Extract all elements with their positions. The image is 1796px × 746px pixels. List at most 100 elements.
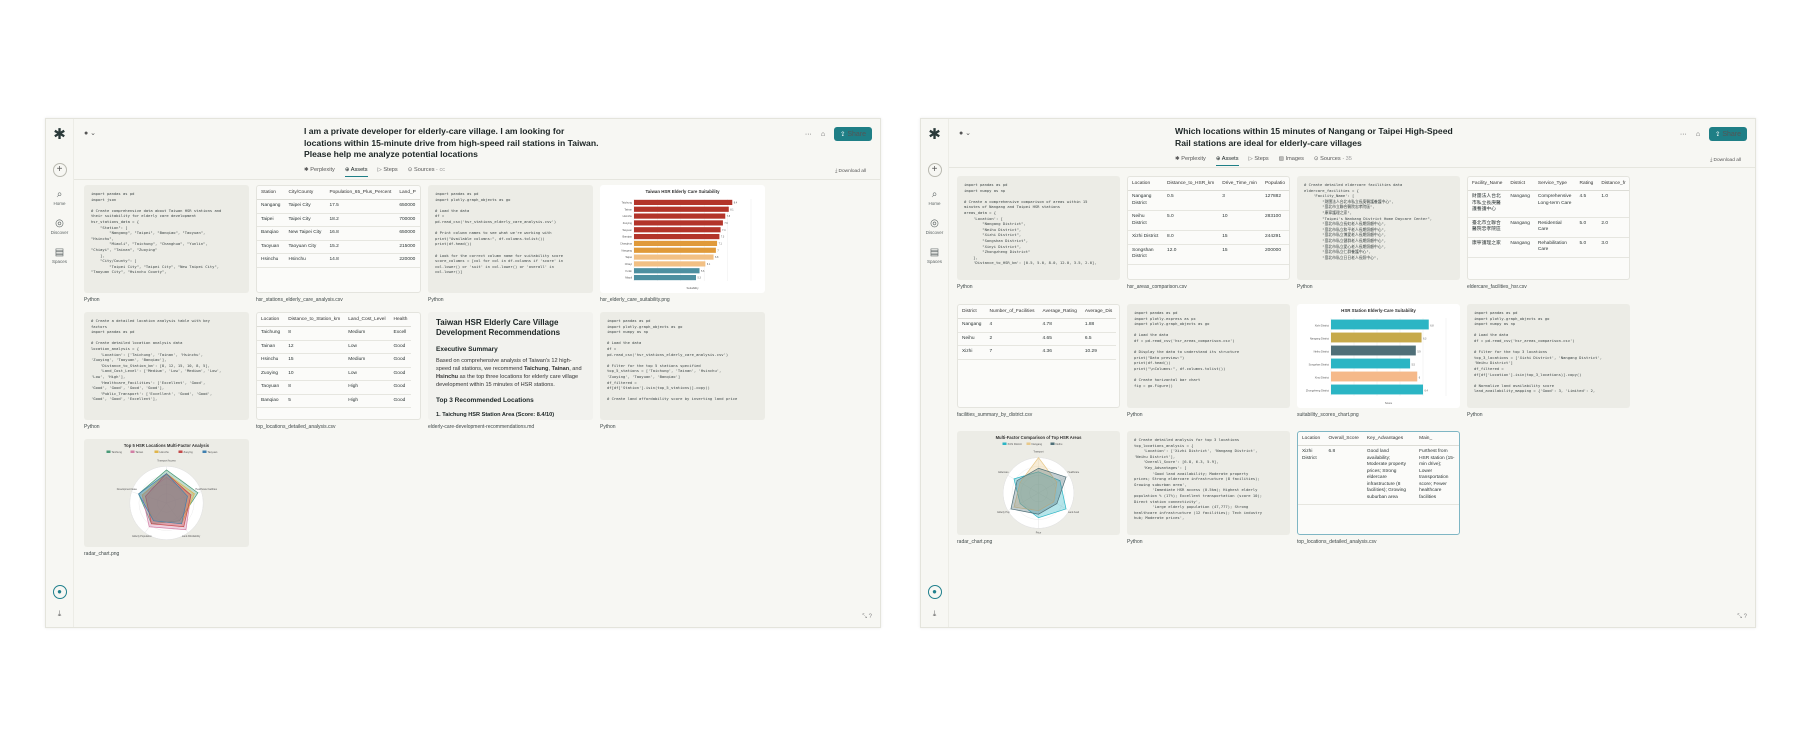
table-cell: High [344, 394, 390, 408]
table-cell: Zuoying [257, 367, 285, 381]
download-all-link[interactable]: ⤓ Download all [1710, 158, 1741, 163]
asset-caption: Python [84, 297, 100, 303]
table-cell: 5.0 [1575, 217, 1598, 238]
category-label: Taipei [625, 255, 632, 259]
csv-card[interactable]: Facility_Name District Service_Type Rating D… [1467, 176, 1630, 280]
new-thread-button[interactable]: + [927, 163, 942, 177]
csv-card[interactable]: Location Distance_to_HSR_km Drive_Time_min… [1127, 176, 1290, 280]
category-label: Zhongzheng District [1306, 389, 1329, 393]
expand-icon[interactable]: ⤡ ? [1737, 614, 1747, 620]
perplexity-logo-icon[interactable]: ✱ [928, 126, 941, 143]
tab-steps[interactable]: ▷ Steps [377, 167, 398, 173]
tab-sources[interactable]: ⊙ Sources · cc [407, 167, 446, 173]
csv-table: Facility_Name District Service_Type Rating D… [1468, 177, 1629, 258]
perplexity-logo-icon[interactable]: ✱ [53, 126, 66, 143]
code-snippet: # Create detailed analysis for top 3 loc… [1134, 437, 1263, 521]
table-cell: 18.2 [325, 213, 396, 227]
code-card[interactable]: # Create a detailed location analysis ta… [84, 312, 249, 420]
user-menu-icon[interactable]: ● ⌄ [959, 130, 972, 137]
axis-label: Elderly Population [132, 535, 152, 538]
code-card[interactable]: import pandas as pd import plotly.graph_… [428, 185, 593, 293]
asset-caption: top_locations_detailed_analysis.csv [256, 424, 336, 430]
table-row: Neihu 2 4.65 6.5 [958, 332, 1117, 346]
radar-series [138, 473, 188, 525]
nav-discover[interactable]: ◎ Discover [51, 218, 69, 235]
table-cell: 1.88 [1080, 318, 1117, 333]
csv-table: Location Distance_to_Station_km Land_Cost_… [257, 313, 412, 408]
table-cell: 12.0 [1163, 244, 1219, 265]
globe-icon: ◎ [55, 218, 64, 229]
nav-home[interactable]: ⌕ Home [928, 189, 940, 206]
value-label: 7 [717, 249, 719, 252]
axis-label: Elderly Pop [997, 511, 1010, 514]
expand-icon[interactable]: ⤡ ? [862, 614, 872, 620]
image-card[interactable]: Multi-Factor Comparison of Top HSR Areas… [957, 431, 1120, 535]
tab-perplexity[interactable]: ✱ Perplexity [304, 167, 335, 173]
avatar[interactable]: ● [52, 585, 67, 599]
share-button[interactable]: ⇪ Share [1709, 127, 1747, 141]
column-header: Health [389, 313, 412, 327]
table-cell: 1.0 [1597, 190, 1629, 218]
nav-home[interactable]: ⌕ Home [53, 189, 65, 206]
download-all-link[interactable]: ⤓ Download all [835, 169, 866, 174]
tab-sources[interactable]: ⊙ Sources · 35 [1313, 156, 1352, 162]
chart-title: Multi-Factor Comparison of Top HSR Areas [996, 435, 1083, 440]
nav-spaces[interactable]: ▤ Spaces [927, 247, 942, 264]
tab-steps[interactable]: ▷ Steps [1248, 156, 1269, 162]
bookmark-icon[interactable]: ⌂ [820, 130, 826, 138]
table-cell: Low [344, 340, 390, 354]
download-icon[interactable]: ⤓ [57, 609, 62, 618]
tab-label: Sources [413, 167, 435, 173]
table-row: 康寧護理之家 Nangang Rehabilitation Care 5.0 3.0 [1468, 237, 1629, 258]
asset-caption: Python [600, 424, 616, 430]
csv-card[interactable]: District Number_of_Facilities Average_Rati… [957, 304, 1120, 408]
code-card[interactable]: import pandas as pd import plotly.graph_… [600, 312, 765, 420]
bookmark-icon[interactable]: ⌂ [1695, 130, 1701, 138]
column-header: Location [257, 313, 285, 327]
csv-card[interactable]: Location Distance_to_Station_km Land_Cost_… [256, 312, 421, 420]
sources-count: cc [439, 167, 446, 173]
tab-perplexity[interactable]: ✱ Perplexity [1175, 156, 1206, 162]
tab-assets[interactable]: ⊕ Assets [344, 167, 368, 177]
image-card[interactable]: Top 5 HSR Locations Multi-Factor Analysi… [84, 439, 249, 547]
bar [634, 206, 729, 212]
table-cell: 10.29 [1080, 345, 1117, 360]
legend-swatch [202, 450, 207, 453]
more-icon[interactable]: ··· [804, 130, 812, 138]
code-card[interactable]: import pandas as pd import plotly.graph_… [1467, 304, 1630, 408]
csv-card-selected[interactable]: Location Overall_Score Key_Advantages Main_… [1297, 431, 1460, 535]
image-card[interactable]: HSR Station Elderly-Care Suitability Xizh… [1297, 304, 1460, 408]
table-cell: Xizhi [958, 345, 986, 360]
image-card[interactable]: Taiwan HSR Elderly Care Suitability Taich… [600, 185, 765, 293]
code-card[interactable]: import pandas as pd import numpy as np #… [957, 176, 1120, 280]
table-cell: 臺北市立聯合醫院忠孝院區 [1468, 217, 1507, 238]
thread-tabs: ✱ Perplexity ⊕ Assets ▷ Steps ▨ Images ⊙… [1175, 156, 1352, 166]
new-thread-button[interactable]: + [52, 163, 67, 177]
bar [634, 199, 733, 206]
nav-discover[interactable]: ◎ Discover [926, 218, 944, 235]
user-menu-icon[interactable]: ● ⌄ [84, 130, 97, 137]
more-icon[interactable]: ··· [1679, 130, 1687, 138]
table-cell: 4.5 [1575, 190, 1598, 218]
markdown-card[interactable]: Taiwan HSR Elderly Care Village Developm… [428, 312, 593, 420]
tab-assets[interactable]: ⊕ Assets [1215, 156, 1239, 166]
code-card[interactable]: # Create detailed analysis for top 3 loc… [1127, 431, 1290, 535]
doc-title: Taiwan HSR Elderly Care Village Developm… [436, 318, 561, 337]
code-card[interactable]: # Create detailed eldercare facilities d… [1297, 176, 1460, 280]
column-header: Rating [1575, 177, 1598, 191]
table-cell: 244291 [1260, 230, 1289, 245]
legend-swatch [154, 450, 159, 453]
code-card[interactable]: import pandas as pd import plotly.expres… [1127, 304, 1290, 408]
avatar[interactable]: ● [927, 585, 942, 599]
radar-series [145, 473, 192, 528]
value-label: 5.3 [698, 277, 702, 280]
tab-images[interactable]: ▨ Images [1278, 156, 1304, 162]
share-button[interactable]: ⇪ Share [834, 127, 872, 141]
table-row: Xizhi 7 4.36 10.29 [958, 345, 1117, 360]
nav-spaces[interactable]: ▤ Spaces [52, 247, 67, 264]
code-card[interactable]: import pandas as pd import json # Create… [84, 185, 249, 293]
value-label: 6 [1419, 377, 1421, 380]
download-icon[interactable]: ⤓ [932, 609, 937, 618]
csv-card[interactable]: Station City/County Population_65_Plus_Per… [256, 185, 421, 293]
table-cell: Taichung [257, 326, 285, 341]
